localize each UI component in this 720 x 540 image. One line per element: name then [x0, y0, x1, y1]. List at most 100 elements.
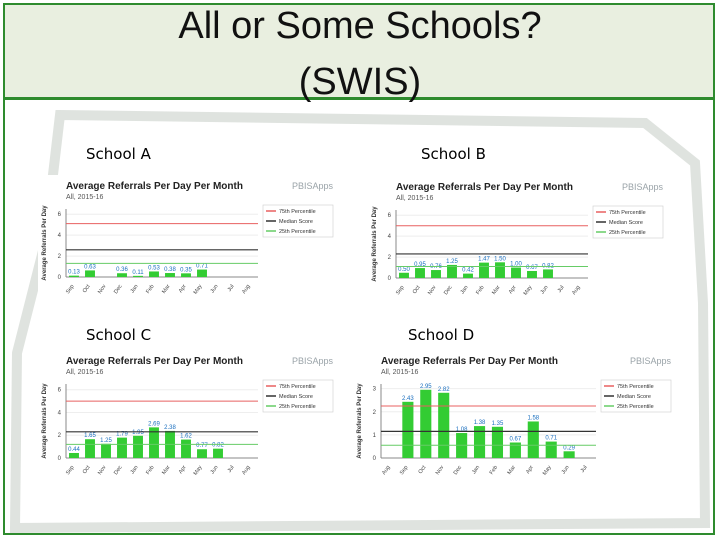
x-tick-label: Apr [508, 285, 518, 296]
bar-jan [133, 275, 143, 277]
x-tick-label: Oct [412, 284, 422, 295]
x-tick-label: Sep [65, 284, 76, 295]
bar-value-label: 0.53 [148, 265, 160, 271]
bar-value-label: 0.63 [84, 264, 96, 270]
chart-school-d: Average Referrals Per Day Per Month All, … [353, 350, 688, 478]
y-tick-label: 2 [388, 255, 392, 261]
y-tick-label: 2 [58, 433, 62, 439]
pbisapps-logo: PBISApps [292, 181, 334, 191]
bar-value-label: 0.44 [68, 447, 80, 453]
x-tick-label: Jul [227, 465, 236, 474]
bar-feb [491, 426, 504, 458]
chart-school-b: Average Referrals Per Day Per Month All, … [368, 176, 680, 298]
x-tick-label: Mar [491, 285, 501, 296]
x-tick-label: Jul [227, 284, 236, 293]
legend-item: 75th Percentile [279, 209, 316, 215]
bar-may [197, 269, 207, 277]
bar-nov [438, 392, 450, 458]
bar-apr [181, 439, 191, 458]
school-b-label: School B [421, 145, 486, 163]
x-tick-label: May [193, 465, 204, 477]
bar-apr [511, 267, 521, 278]
y-tick-label: 0 [373, 456, 377, 462]
y-tick-label: 0 [388, 276, 392, 282]
bar-sep [69, 452, 79, 458]
x-tick-label: Oct [82, 283, 92, 294]
bar-jun [563, 451, 575, 458]
x-tick-label: Aug [571, 285, 582, 296]
x-tick-label: Dec [443, 285, 454, 297]
x-tick-label: Jun [210, 465, 220, 476]
school-c-label: School C [86, 326, 152, 344]
chart-subtitle: All, 2015-16 [381, 369, 418, 376]
bar-value-label: 2.43 [402, 396, 414, 402]
bar-value-label: 0.13 [68, 270, 80, 276]
bar-value-label: 2.95 [420, 384, 432, 390]
x-tick-label: Apr [525, 465, 535, 476]
x-tick-label: May [542, 465, 553, 477]
bar-oct [85, 270, 95, 277]
y-tick-label: 6 [58, 388, 62, 394]
legend-item: Median Score [617, 394, 651, 400]
bar-dec [447, 264, 457, 278]
x-tick-label: Dec [113, 284, 124, 296]
bar-value-label: 0.42 [462, 268, 474, 274]
bar-oct [420, 389, 432, 458]
x-tick-label: Aug [381, 465, 392, 476]
x-tick-label: Dec [113, 465, 124, 477]
bar-value-label: 0.71 [196, 264, 208, 270]
y-axis-label: Average Referrals Per Day [42, 205, 48, 281]
y-tick-label: 0 [58, 275, 62, 281]
y-tick-label: 3 [373, 387, 377, 393]
y-tick-label: 6 [58, 212, 62, 218]
bar-nov [101, 443, 111, 458]
bar-value-label: 0.95 [414, 262, 426, 268]
bar-jun [213, 448, 223, 458]
x-tick-label: Jun [561, 465, 571, 476]
bar-sep [399, 272, 409, 278]
x-tick-label: Jan [130, 465, 140, 476]
pbisapps-logo: PBISApps [630, 356, 672, 366]
bar-value-label: 2.38 [164, 425, 176, 431]
pbisapps-logo: PBISApps [292, 356, 334, 366]
x-tick-label: May [523, 285, 534, 297]
bar-value-label: 0.29 [563, 445, 575, 451]
y-tick-label: 4 [58, 410, 62, 416]
y-tick-label: 0 [58, 456, 62, 462]
bar-value-label: 1.65 [84, 433, 96, 439]
y-axis-label: Average Referrals Per Day [357, 383, 363, 459]
chart-panel-school-d: Average Referrals Per Day Per Month All, … [353, 350, 688, 478]
legend-item: Median Score [609, 220, 643, 226]
bar-value-label: 0.67 [526, 265, 538, 271]
legend-item: 25th Percentile [279, 404, 316, 410]
x-tick-label: Oct [418, 464, 428, 475]
bar-value-label: 1.47 [478, 257, 490, 263]
x-tick-label: Jul [557, 285, 566, 294]
bar-dec [117, 273, 127, 277]
y-tick-label: 2 [58, 254, 62, 260]
bar-mar [165, 273, 175, 277]
bar-value-label: 0.50 [398, 267, 410, 273]
y-tick-label: 4 [388, 234, 392, 240]
legend-item: 75th Percentile [609, 210, 646, 216]
bar-value-label: 1.35 [492, 421, 504, 427]
bar-may [545, 441, 557, 458]
x-tick-label: Feb [475, 285, 485, 296]
school-d-label: School D [408, 326, 475, 344]
chart-subtitle: All, 2015-16 [396, 195, 433, 202]
y-tick-label: 1 [373, 433, 377, 439]
x-tick-label: Aug [241, 465, 252, 476]
x-tick-label: Mar [161, 284, 171, 295]
x-tick-label: Nov [97, 465, 108, 477]
x-tick-label: Nov [427, 285, 438, 297]
x-tick-label: Feb [489, 465, 499, 476]
bar-value-label: 0.35 [180, 267, 192, 273]
bar-sep [69, 275, 79, 277]
y-tick-label: 2 [373, 410, 377, 416]
pbisapps-logo: PBISApps [622, 182, 664, 192]
bar-feb [479, 262, 489, 278]
bar-value-label: 0.38 [164, 267, 176, 273]
legend-item: 25th Percentile [279, 229, 316, 235]
x-tick-label: Sep [399, 465, 410, 476]
bar-value-label: 1.79 [116, 432, 128, 438]
